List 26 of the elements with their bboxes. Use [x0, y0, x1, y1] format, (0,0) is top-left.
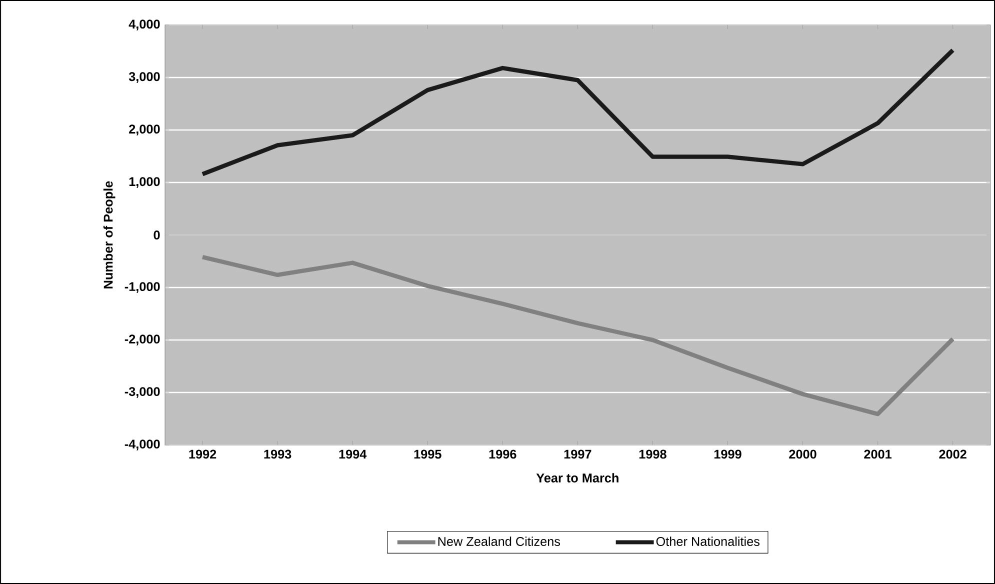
y-axis-title: Number of People: [103, 181, 116, 288]
y-tick-label: -1,000: [124, 282, 160, 293]
y-tick-label: 0: [154, 230, 160, 240]
x-tick-label: 2000: [789, 450, 816, 459]
x-tick-label: 1998: [639, 450, 666, 459]
x-tick-label: 1995: [414, 450, 442, 459]
x-tick-label: 2001: [864, 450, 892, 459]
x-tick-label: 1992: [189, 450, 216, 459]
y-tick-label: -4,000: [124, 440, 160, 450]
x-tick-label: 2002: [939, 450, 966, 459]
legend-label: New Zealand Citizens: [438, 536, 560, 546]
x-tick-label: 1997: [564, 450, 592, 459]
y-tick-label: 3,000: [128, 72, 160, 83]
line-series: [200, 48, 955, 176]
y-tick-label: -3,000: [124, 387, 160, 398]
line-series: [200, 254, 955, 416]
y-tick-label: 1,000: [129, 177, 160, 188]
x-axis-title: Year to March: [536, 473, 618, 482]
x-tick-label: 1996: [489, 450, 516, 459]
y-tick-label: 4,000: [128, 20, 160, 30]
x-tick-label: 1993: [264, 450, 292, 459]
x-tick-label: 1999: [714, 450, 742, 459]
y-tick-label: -2,000: [124, 334, 160, 346]
legend-label: Other Nationalities: [656, 536, 760, 546]
y-tick-label: 2,000: [129, 124, 160, 136]
x-tick-label: 1994: [339, 450, 367, 459]
